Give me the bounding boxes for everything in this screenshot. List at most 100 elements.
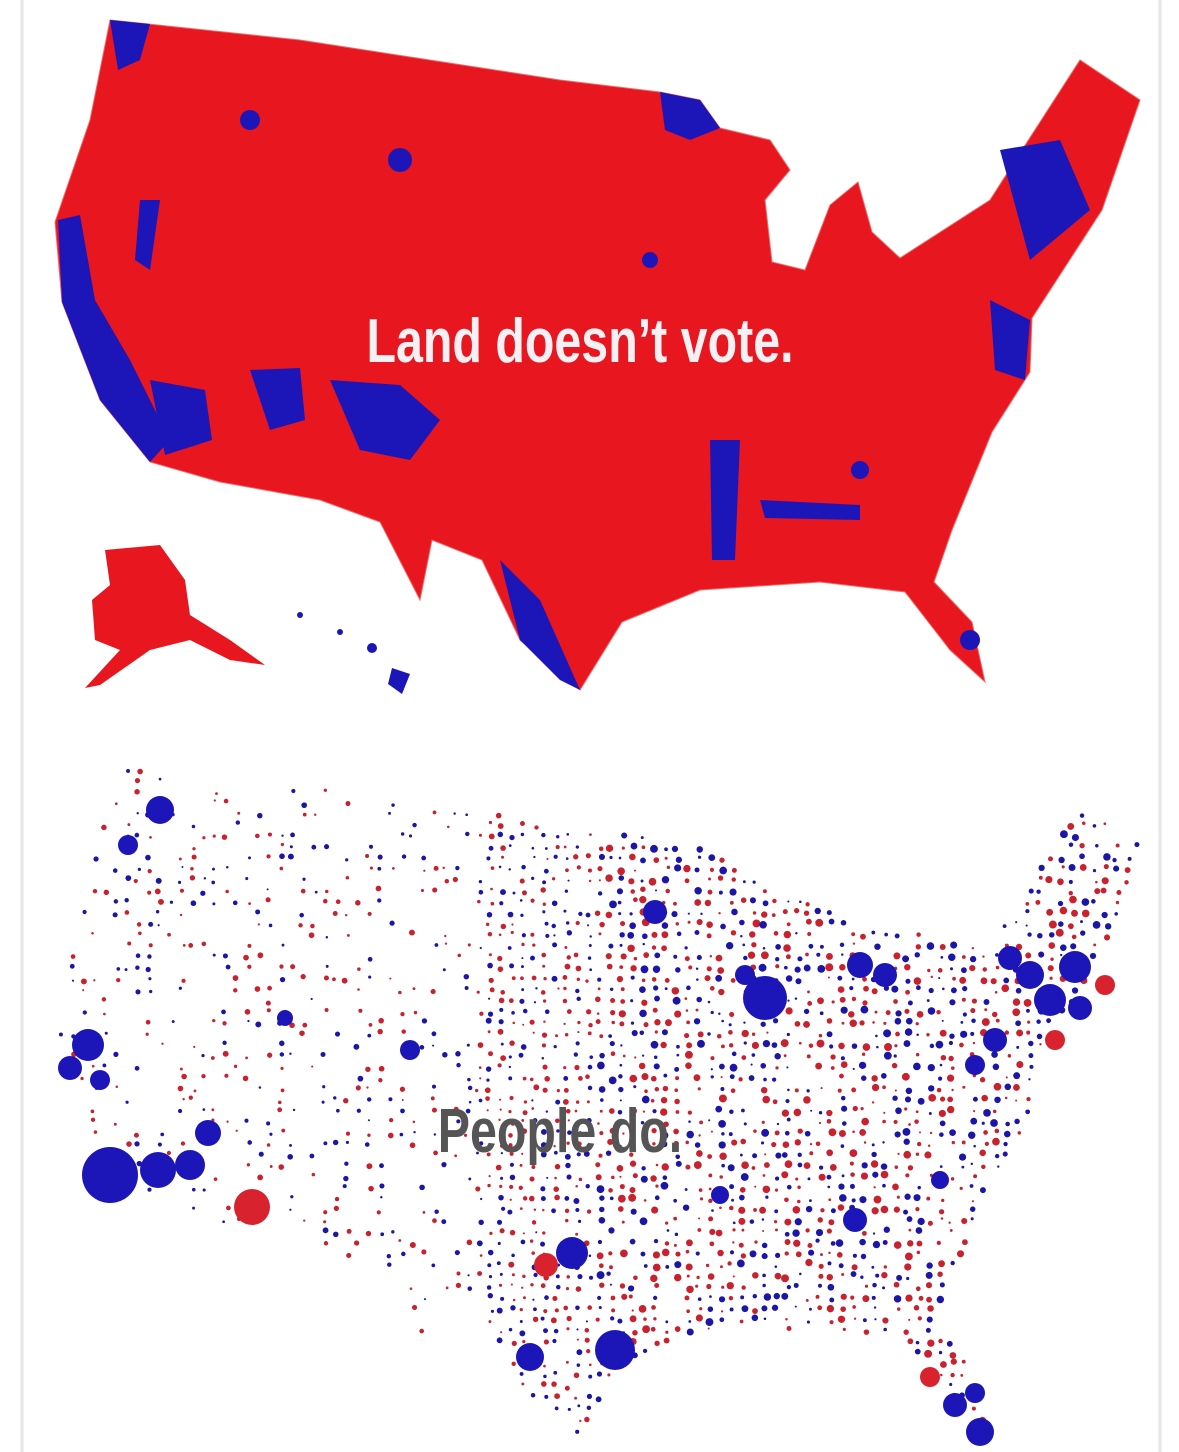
county-bubble — [573, 1372, 580, 1379]
county-bubble — [367, 1033, 372, 1038]
county-bubble — [653, 985, 659, 991]
county-bubble — [644, 1089, 648, 1094]
county-bubble — [818, 1173, 826, 1181]
county-bubble — [222, 1021, 227, 1026]
county-bubble — [485, 1066, 492, 1072]
county-bubble — [578, 1076, 583, 1081]
county-bubble — [401, 1098, 404, 1102]
county-bubble — [906, 1276, 910, 1281]
county-bubble — [720, 1086, 725, 1091]
county-bubble — [495, 1164, 502, 1171]
county-bubble — [904, 1263, 912, 1271]
county-bubble — [551, 877, 556, 881]
county-bubble — [686, 1020, 691, 1025]
county-bubble — [752, 1308, 758, 1314]
county-bubble — [342, 1184, 347, 1189]
county-bubble — [399, 1132, 404, 1137]
county-bubble — [674, 1261, 682, 1269]
county-bubble — [157, 924, 160, 927]
county-bubble — [222, 1220, 225, 1224]
county-bubble — [654, 1086, 660, 1092]
county-bubble — [895, 1107, 902, 1115]
county-bubble — [924, 1151, 932, 1159]
county-bubble — [298, 923, 303, 928]
county-bubble — [314, 890, 318, 894]
county-bubble — [302, 877, 306, 881]
county-bubble — [738, 1217, 746, 1225]
blue-region — [960, 630, 980, 650]
county-bubble — [191, 824, 196, 829]
county-bubble — [447, 825, 450, 829]
county-bubble — [610, 1051, 616, 1056]
county-bubble — [797, 1199, 801, 1204]
county-bubble — [730, 930, 737, 936]
county-bubble — [511, 1361, 516, 1367]
county-bubble — [622, 1132, 625, 1135]
county-bubble — [287, 1153, 294, 1160]
county-bubble — [575, 845, 579, 849]
county-bubble — [860, 933, 866, 940]
county-bubble — [529, 1077, 534, 1082]
county-bubble — [941, 1198, 945, 1203]
county-bubble — [380, 1232, 385, 1237]
county-bubble — [1104, 923, 1112, 930]
county-bubble — [652, 1142, 656, 1146]
county-bubble — [608, 1188, 613, 1193]
county-bubble — [488, 953, 492, 957]
county-bubble — [710, 1010, 714, 1015]
county-bubble — [135, 953, 141, 959]
county-bubble — [556, 1237, 588, 1269]
county-bubble — [771, 1042, 778, 1048]
county-bubble — [386, 1254, 391, 1259]
county-bubble — [597, 866, 603, 872]
county-bubble — [696, 1150, 703, 1157]
county-bubble — [290, 832, 295, 838]
county-bubble — [551, 1381, 557, 1387]
county-bubble — [818, 1263, 824, 1269]
blue-counties — [58, 20, 1090, 690]
county-bubble — [717, 1249, 724, 1257]
county-bubble — [794, 966, 801, 973]
county-bubble — [531, 846, 535, 850]
county-bubble — [367, 1133, 371, 1137]
county-bubble — [364, 1142, 370, 1147]
county-bubble — [554, 1163, 561, 1170]
county-bubble — [695, 1008, 699, 1012]
county-bubble — [808, 943, 814, 949]
county-bubble — [784, 1251, 789, 1256]
county-bubble — [949, 1352, 957, 1359]
county-bubble — [124, 910, 130, 915]
county-bubble — [803, 1162, 811, 1169]
county-bubble — [93, 856, 99, 862]
county-bubble — [576, 1349, 583, 1356]
county-bubble — [93, 1130, 98, 1134]
county-bubble — [885, 1010, 891, 1016]
county-bubble — [487, 1249, 494, 1256]
county-bubble — [587, 956, 592, 960]
county-bubble — [1059, 906, 1068, 915]
county-bubble — [575, 988, 580, 994]
county-bubble — [729, 888, 737, 896]
county-bubble — [575, 965, 582, 972]
county-bubble — [1029, 1064, 1034, 1069]
county-bubble — [893, 999, 898, 1004]
county-bubble — [793, 1108, 802, 1117]
county-bubble — [708, 1198, 713, 1203]
county-bubble — [544, 1009, 550, 1015]
county-bubble — [927, 1007, 936, 1015]
county-bubble — [820, 1208, 825, 1213]
county-bubble — [323, 788, 328, 792]
county-bubble — [685, 1009, 689, 1012]
county-bubble — [308, 932, 315, 939]
county-bubble — [1134, 842, 1140, 848]
county-bubble — [901, 1072, 910, 1081]
county-bubble — [145, 1032, 149, 1036]
county-bubble — [497, 1241, 501, 1246]
county-bubble — [684, 878, 690, 884]
county-bubble — [412, 987, 416, 991]
hawaii — [297, 612, 410, 694]
county-bubble — [882, 1183, 886, 1188]
county-bubble — [940, 955, 944, 959]
county-bubble — [586, 1118, 592, 1124]
